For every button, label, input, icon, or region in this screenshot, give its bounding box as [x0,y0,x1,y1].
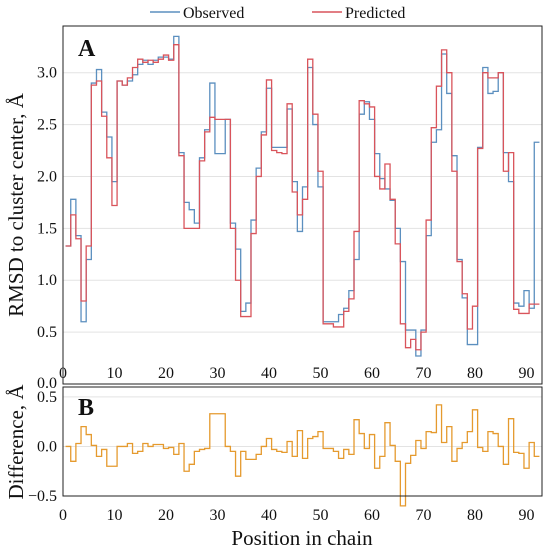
y-tick-label: 2.0 [37,168,57,185]
panel-a-grid [63,72,542,333]
x-tick-label: 20 [158,507,174,524]
panel-a-series [65,35,540,357]
x-tick-label: 80 [467,507,483,524]
x-tick-label: 70 [416,365,432,382]
panel-b-y-ticks: −0.5 0.0 0.5 [28,389,57,505]
y-tick-label: −0.5 [28,488,57,505]
y-tick-label: 0.5 [37,389,57,406]
difference-series-line [65,404,540,507]
x-tick-label: 20 [158,365,174,382]
x-tick-label: 10 [107,365,123,382]
y-tick-label: 0.0 [37,438,57,455]
x-tick-label: 50 [313,507,329,524]
x-axis-title: Position in chain [231,526,373,550]
x-tick-label: 0 [59,365,67,382]
legend: Observed Predicted [150,5,405,22]
panel-b-series [65,404,540,507]
y-tick-label: 0.5 [37,324,57,341]
x-tick-label: 10 [107,507,123,524]
x-tick-label: 40 [261,507,277,524]
x-tick-label: 50 [313,365,329,382]
panel-b: −0.5 0.0 0.5 0 10 20 30 40 50 60 70 80 90 B Differe… [4,384,543,550]
x-tick-label: 70 [416,507,432,524]
legend-label-observed: Observed [183,5,244,22]
x-tick-label: 40 [261,365,277,382]
y-tick-label: 1.5 [37,220,57,237]
panel-a-frame [62,25,543,385]
x-tick-label: 80 [467,365,483,382]
y-tick-label: 2.5 [37,117,57,134]
panel-a-x-ticks: 0 10 20 30 40 50 60 70 80 90 [59,365,535,382]
panel-b-y-axis-title: Difference, Å [4,384,28,500]
panel-a-letter: A [78,36,96,62]
x-tick-label: 60 [364,507,380,524]
panel-a: 0.5 1.0 1.5 2.0 2.5 3.0 0.0 0 10 20 30 40 50 60 70 80 9… [4,25,543,392]
x-tick-label: 30 [210,365,226,382]
x-tick-label: 30 [210,507,226,524]
predicted-series-line [65,44,540,351]
y-tick-label: 1.0 [37,272,57,289]
panel-b-x-ticks: 0 10 20 30 40 50 60 70 80 90 [59,507,535,524]
x-tick-label: 0 [59,507,67,524]
panel-b-letter: B [78,395,94,421]
x-tick-label: 60 [364,365,380,382]
panel-a-y-ticks: 0.5 1.0 1.5 2.0 2.5 3.0 0.0 [37,65,57,392]
panel-b-frame [62,386,543,497]
y-tick-label: 0.0 [37,375,57,392]
legend-label-predicted: Predicted [345,5,405,22]
y-tick-label: 3.0 [37,65,57,82]
x-tick-label: 90 [519,365,535,382]
x-tick-label: 90 [519,507,535,524]
panel-a-y-axis-title: RMSD to cluster center, Å [4,92,28,317]
